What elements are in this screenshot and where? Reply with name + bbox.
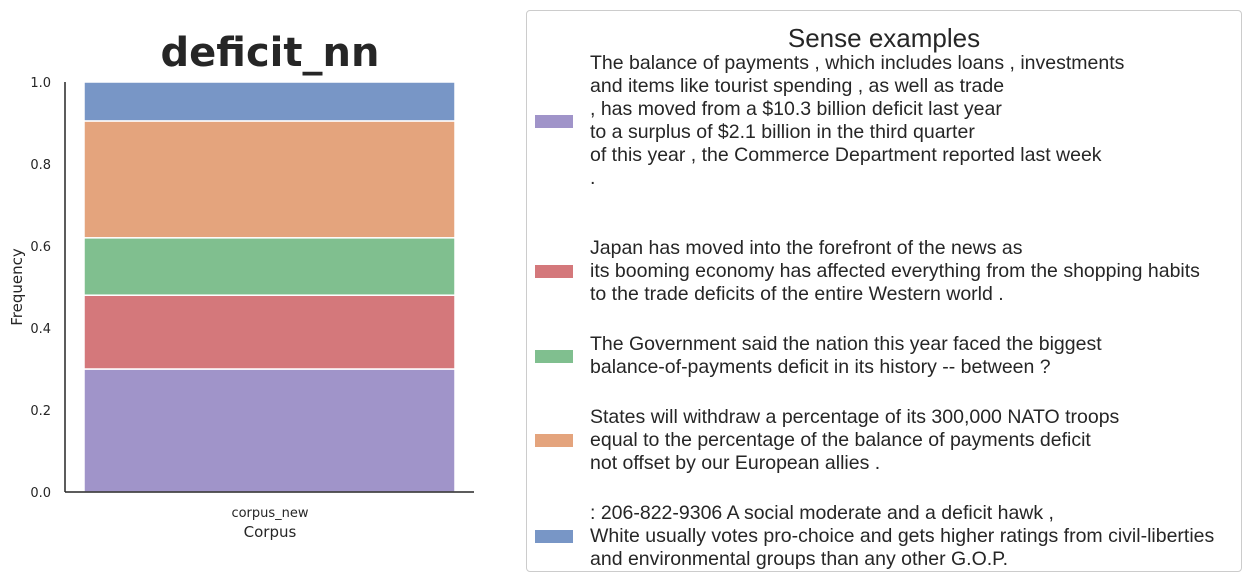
legend-text: Japan has moved into the forefront of th… [590,237,1200,306]
bar-segment-4 [83,120,456,239]
legend-text-line: The Government said the nation this year… [590,333,1102,355]
legend-text-line: , has moved from a $10.3 billion deficit… [590,98,1002,120]
legend-text-line: and environmental groups than any other … [590,547,1009,570]
legend-text-line: to a surplus of $2.1 billion in the thir… [590,121,975,143]
legend-text-line: . [590,167,596,189]
legend: Sense examples The balance of payments ,… [526,10,1242,572]
stacked-bar-chart: deficit_nn 0.0 0.2 0.4 0.6 0.8 1.0 corpus_new… [8,30,474,541]
legend-text-line: balance-of-payments deficit in its histo… [590,356,1051,378]
legend-swatch [535,114,573,128]
y-tick-label: 1.0 [30,76,51,91]
legend-entry: Japan has moved into the forefront of th… [535,237,1235,306]
legend-text-line: and items like tourist spending , as wel… [590,75,1005,97]
legend-text-line: not offset by our European allies . [590,451,881,474]
legend-text-line: of this year , the Commerce Department r… [590,144,1102,166]
legend-text-line: to the trade deficits of the entire West… [590,282,1004,305]
legend-text-line: : 206-822-9306 A social moderate and a d… [590,501,1054,524]
y-tick-labels: 0.0 0.2 0.4 0.6 0.8 1.0 [30,76,51,501]
legend-title: Sense examples [787,23,981,53]
legend-swatch [535,433,573,447]
legend-text: The Government said the nation this year… [590,333,1102,379]
y-tick-label: 0.6 [30,240,51,255]
legend-text-line: The balance of payments , which includes… [590,52,1125,74]
bar-segment-5 [83,81,456,122]
x-tick-label: corpus_new [231,506,308,521]
legend-entry: States will withdraw a percentage of its… [535,406,1235,475]
bar-segment-2 [83,294,456,370]
y-tick-label: 0.0 [30,486,51,501]
legend-text: : 206-822-9306 A social moderate and a d… [590,502,1214,571]
legend-entry: The balance of payments , which includes… [535,52,1235,190]
y-tick-label: 0.4 [30,322,51,337]
legend-text-line: Japan has moved into the forefront of th… [590,236,1023,259]
legend-swatch [535,264,573,278]
y-tick-label: 0.2 [30,404,51,419]
bar-segment-3 [83,237,456,296]
y-axis-label: Frequency [8,248,26,326]
chart-title: deficit_nn [161,30,380,76]
bar-stack [83,81,456,493]
legend-swatch [535,349,573,363]
legend-text: The balance of payments , which includes… [590,52,1124,190]
legend-text: States will withdraw a percentage of its… [590,406,1119,475]
legend-text-line: States will withdraw a percentage of its… [590,405,1120,428]
bar-segment-1 [83,368,456,493]
legend-entry: : 206-822-9306 A social moderate and a d… [535,502,1235,571]
y-tick-label: 0.8 [30,158,51,173]
x-axis-label: Corpus [244,523,297,541]
legend-text-line: its booming economy has affected everyth… [590,259,1200,282]
legend-swatch [535,529,573,543]
legend-text-line: White usually votes pro-choice and gets … [590,524,1215,547]
legend-text-line: equal to the percentage of the balance o… [590,428,1091,451]
x-tick-labels: corpus_new [231,506,308,521]
legend-entry: The Government said the nation this year… [535,333,1235,379]
